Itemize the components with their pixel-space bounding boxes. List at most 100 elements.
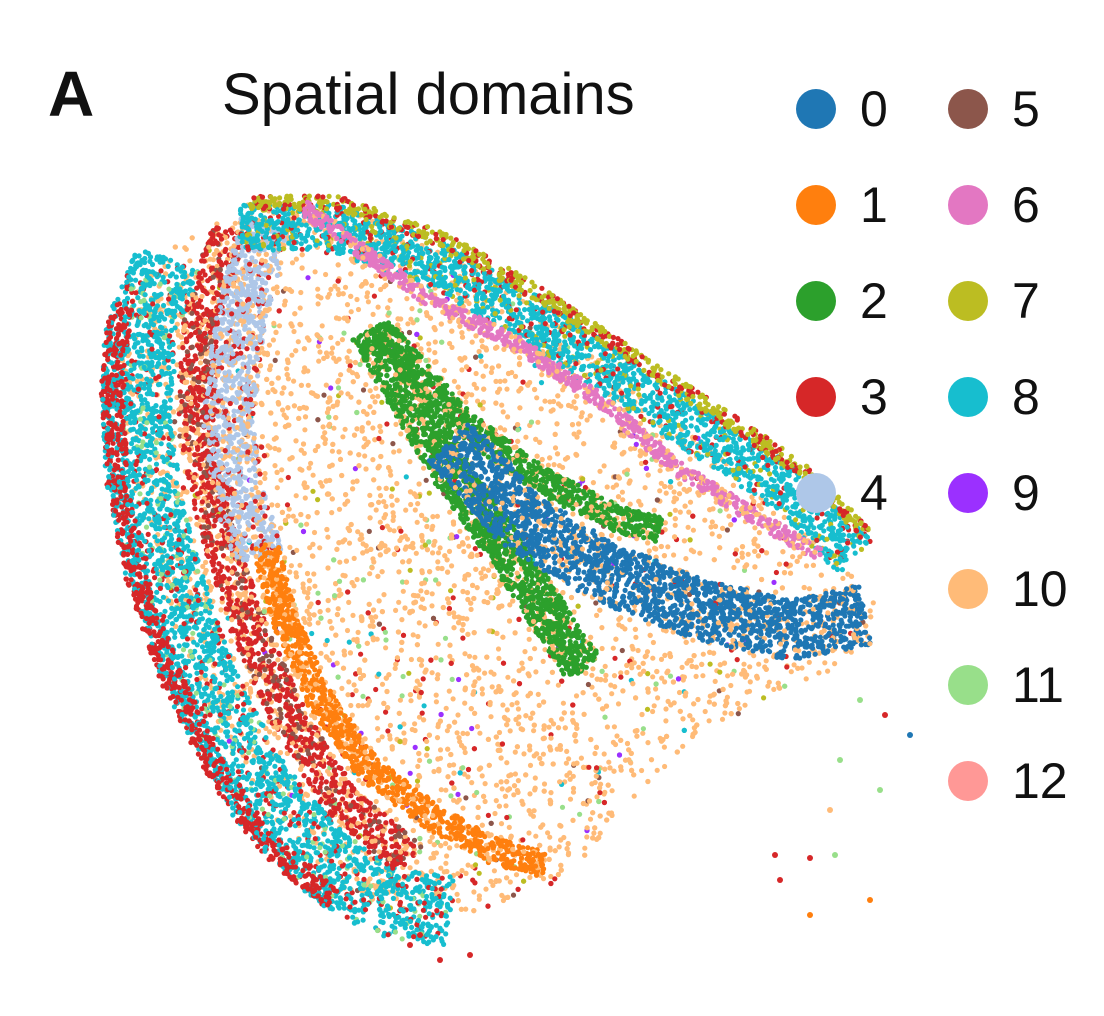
point-domain-10 [354,576,360,583]
point-domain-10 [668,702,674,708]
point-domain-10 [416,772,422,779]
point-domain-10 [502,715,508,721]
point-domain-10 [445,774,451,780]
point-domain-10 [706,718,712,724]
point-domain-10 [592,750,598,757]
point-domain-3 [618,674,624,680]
point-domain-3 [349,692,355,698]
point-domain-10 [661,744,668,750]
point-domain-10 [293,256,299,262]
point-domain-9 [643,465,650,471]
point-domain-3 [398,528,404,534]
point-domain-10 [203,559,209,566]
point-domain-10 [515,706,522,712]
point-domain-10 [601,463,607,469]
point-domain-10 [174,362,180,368]
point-domain-10 [582,852,588,858]
point-domain-10 [590,810,596,816]
point-domain-3 [784,664,790,670]
point-domain-10 [315,620,321,626]
point-domain-10 [497,425,503,431]
point-domain-10 [634,728,640,734]
point-domain-10 [414,678,420,684]
point-domain-10 [472,654,478,660]
point-domain-10 [318,650,324,656]
point-domain-10 [578,755,585,761]
point-domain-10 [538,760,545,766]
point-domain-10 [520,665,526,671]
point-domain-10 [515,721,522,727]
point-domain-10 [381,592,387,598]
point-domain-10 [299,467,305,473]
point-domain-10 [337,291,343,297]
point-domain-10 [605,782,611,788]
point-domain-10 [557,822,563,829]
point-domain-10 [409,306,415,312]
point-domain-10 [500,409,506,415]
point-domain-10 [416,714,423,720]
point-domain-10 [430,550,436,556]
point-domain-10 [590,480,597,486]
point-domain-10 [455,384,461,390]
point-domain-10 [428,855,434,861]
point-domain-10 [633,634,639,640]
point-domain-3 [383,709,389,715]
point-domain-10 [335,340,341,346]
point-domain-10 [424,523,430,530]
point-domain-3 [759,548,765,554]
point-domain-10 [528,811,534,817]
point-domain-10 [282,555,288,561]
point-domain-10 [354,296,360,303]
point-domain-10 [343,558,349,564]
point-domain-10 [348,394,354,400]
point-domain-10 [538,824,544,830]
point-domain-10 [422,623,428,629]
point-domain-10 [378,453,384,460]
point-domain-10 [326,291,332,297]
point-domain-10 [293,438,299,444]
point-domain-10 [382,756,388,762]
point-domain-10 [658,656,665,663]
point-domain-10 [247,685,253,692]
point-domain-10 [433,620,439,627]
point-domain-10 [493,378,499,384]
point-domain-10 [532,785,538,791]
point-domain-10 [728,522,734,528]
point-domain-10 [751,653,757,659]
point-domain-10 [557,746,564,752]
point-domain-10 [632,445,638,451]
point-domain-10 [618,670,624,676]
point-domain-10 [288,563,294,569]
point-domain-3 [384,421,390,427]
point-domain-10 [403,579,410,585]
point-domain-7 [407,567,413,573]
point-domain-10 [739,544,746,550]
point-domain-10 [407,692,413,698]
point-domain-10 [758,506,764,512]
point-domain-10 [281,385,287,391]
point-domain-10 [468,606,474,613]
point-domain-10 [651,507,657,513]
point-domain-10 [466,653,473,659]
point-domain-10 [446,610,452,617]
point-domain-10 [602,766,608,772]
point-domain-10 [297,405,303,412]
point-domain-10 [556,463,563,469]
point-domain-10 [512,749,518,755]
point-domain-10 [400,588,406,594]
point-domain-10 [402,737,408,744]
point-domain-10 [424,589,430,596]
point-domain-11 [298,522,304,528]
point-domain-10 [312,583,318,589]
point-domain-10 [274,350,281,356]
point-domain-10 [564,772,570,778]
point-domain-10 [310,541,316,547]
point-domain-3 [548,880,554,887]
point-domain-10 [325,607,331,613]
point-domain-10 [416,694,422,700]
point-domain-10 [485,736,491,743]
point-domain-10 [464,590,471,596]
point-domain-10 [682,503,688,509]
point-domain-3 [773,569,780,576]
point-domain-10 [645,540,651,546]
